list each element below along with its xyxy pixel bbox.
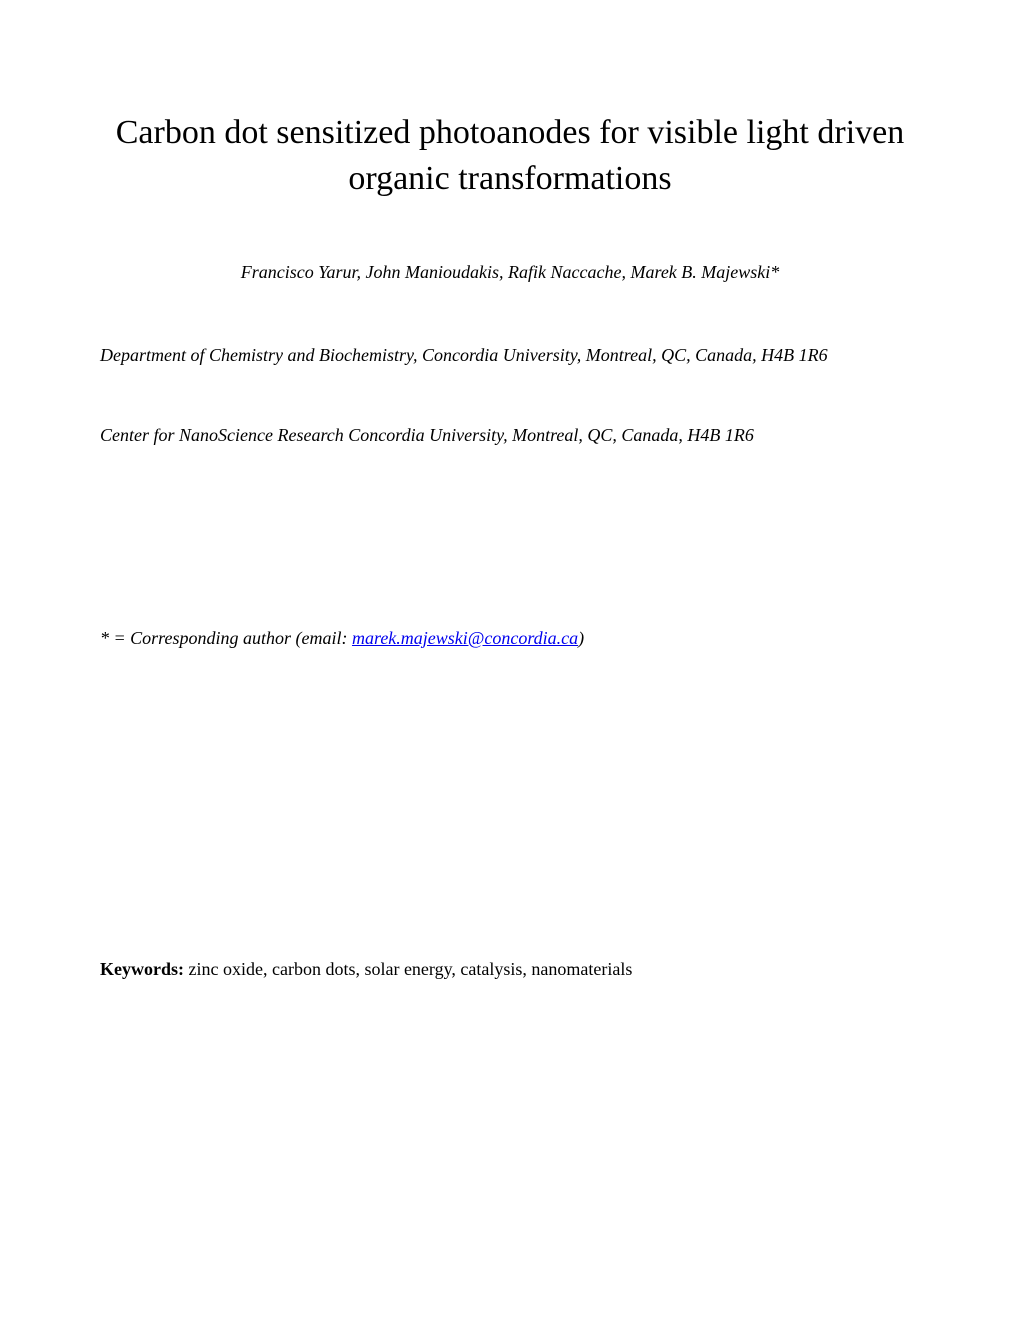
corresponding-suffix: ) xyxy=(578,628,584,648)
paper-title: Carbon dot sensitized photoanodes for vi… xyxy=(100,110,920,202)
keywords-text: zinc oxide, carbon dots, solar energy, c… xyxy=(189,959,633,979)
corresponding-prefix: * = Corresponding author (email: xyxy=(100,628,352,648)
corresponding-author-note: * = Corresponding author (email: marek.m… xyxy=(100,628,920,649)
affiliation-2: Center for NanoScience Research Concordi… xyxy=(100,423,920,448)
authors-list: Francisco Yarur, John Manioudakis, Rafik… xyxy=(100,262,920,283)
corresponding-email-link[interactable]: marek.majewski@concordia.ca xyxy=(352,628,578,648)
affiliation-1: Department of Chemistry and Biochemistry… xyxy=(100,343,920,368)
keywords-label: Keywords: xyxy=(100,959,189,979)
keywords-section: Keywords: zinc oxide, carbon dots, solar… xyxy=(100,959,920,980)
